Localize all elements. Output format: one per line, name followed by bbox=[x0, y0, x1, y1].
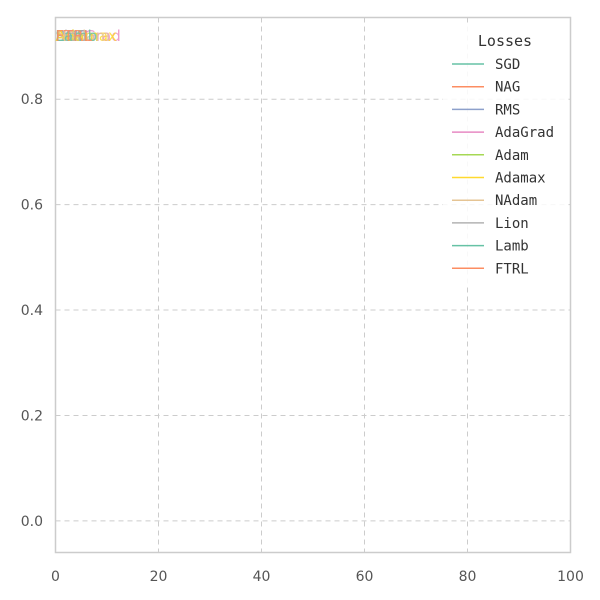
legend: Losses SGD NAG RMS AdaGrad Adam Adamax NAdam Li… bbox=[443, 25, 567, 285]
legend-label-sgd: SGD bbox=[495, 57, 520, 73]
legend-label-adam: Adam bbox=[495, 148, 529, 164]
y-tick-label: 0.6 bbox=[21, 198, 43, 214]
x-tick-label: 20 bbox=[150, 569, 168, 585]
x-tick-label: 0 bbox=[51, 569, 60, 585]
legend-label-ftrl: FTRL bbox=[495, 261, 529, 277]
x-axis-ticks: 0 20 40 60 80 100 bbox=[51, 569, 584, 585]
x-tick-label: 60 bbox=[356, 569, 374, 585]
y-tick-label: 0.8 bbox=[21, 92, 43, 108]
series-end-label-adagrad: AdaGrad bbox=[56, 27, 121, 45]
y-axis-ticks: 0.0 0.2 0.4 0.6 0.8 bbox=[21, 92, 43, 530]
series-end-labels: SGDNAGRMSAdaGradAdamAdamaxNAdamLionLambF… bbox=[56, 27, 121, 45]
legend-label-lion: Lion bbox=[495, 216, 529, 232]
legend-label-adamax: Adamax bbox=[495, 171, 546, 187]
y-tick-label: 0.2 bbox=[21, 408, 43, 424]
x-tick-label: 40 bbox=[253, 569, 271, 585]
legend-label-adagrad: AdaGrad bbox=[495, 125, 554, 141]
series-end-label-lion: Lion bbox=[56, 27, 87, 45]
series-end-label-sgd: SGD bbox=[56, 27, 89, 45]
series-end-label-nag: NAG bbox=[56, 27, 89, 45]
series-end-label-adamax: Adamax bbox=[56, 27, 118, 45]
legend-items: SGD NAG RMS AdaGrad Adam Adamax NAdam Lion Lamb F… bbox=[452, 57, 554, 277]
legend-title: Losses bbox=[478, 32, 532, 50]
y-tick-label: 0.0 bbox=[21, 514, 43, 530]
series-end-label-ftrl: FTRL bbox=[56, 27, 93, 45]
series-end-label-nadam: NAdam bbox=[56, 27, 111, 45]
legend-label-nag: NAG bbox=[495, 80, 520, 96]
series-end-label-rms: RMS bbox=[56, 27, 89, 45]
x-tick-label: 80 bbox=[459, 569, 477, 585]
x-tick-label: 100 bbox=[557, 569, 584, 585]
legend-label-rms: RMS bbox=[495, 102, 520, 118]
legend-label-nadam: NAdam bbox=[495, 193, 537, 209]
series-end-label-adam: Adam bbox=[56, 27, 99, 45]
plot-frame bbox=[54, 16, 572, 554]
series-end-label-lamb: Lamb bbox=[56, 27, 98, 45]
y-tick-label: 0.4 bbox=[21, 303, 43, 319]
legend-label-lamb: Lamb bbox=[495, 239, 529, 255]
